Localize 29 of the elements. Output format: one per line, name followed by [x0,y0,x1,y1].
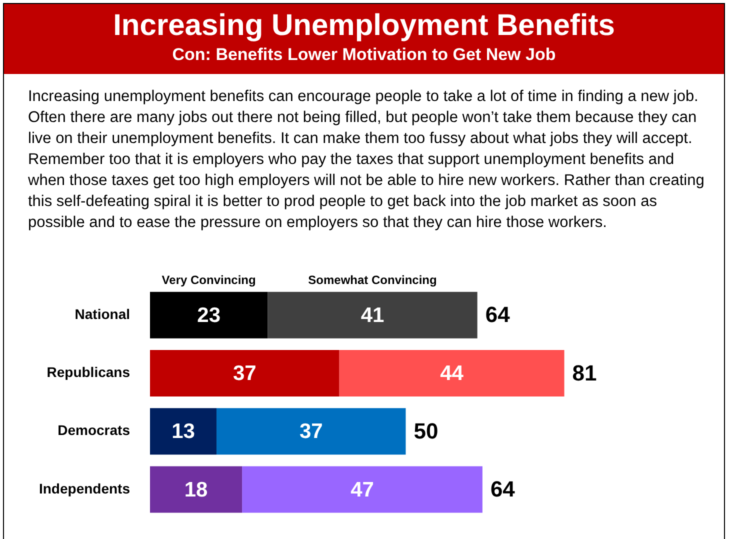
series-label: Somewhat Convincing [308,273,437,288]
bar [150,292,268,338]
chart-subtitle: Con: Benefits Lower Motivation to Get New Job [171,44,557,66]
total-label: 81 [572,360,597,386]
total-label: 50 [414,418,438,444]
data-label: 47 [350,478,374,502]
data-label: 13 [172,420,195,444]
y-tick-label: Democrats [58,422,130,438]
bar [150,408,216,455]
series-label: Very Convincing [162,273,256,288]
bar [216,408,406,455]
bar [268,292,478,338]
total-label: 64 [485,302,511,328]
data-label: 18 [184,478,208,502]
y-tick-label: National [74,306,130,322]
y-tick-label: Republicans [46,364,130,380]
data-label: 23 [197,304,220,327]
data-label: 37 [299,420,323,444]
bar [242,466,482,513]
bar [339,350,564,396]
total-label: 64 [490,476,516,502]
data-label: 37 [232,362,256,386]
y-tick-label: Independents [38,480,130,496]
bar [150,466,242,513]
bar [150,350,340,396]
text: Increasing unemployment benefits can encourage people to take a lot of time in finding a new job. Often there are many jobs out there not being filled, but people won’t take them because they can live on their unemployment benefits. It can make them too fussy about what jobs they will accept. Remember too that it is employers who pay the taxes that support unemployment benefits and when those taxes get too high employers will not be able to hire new workers. Rather than creating this self-defeating spiral it is better to prod people to get back into the job market as soon as possible and to ease the pressure on employers so that they can hire those workers. [28,87,706,233]
data-label: 41 [360,304,384,327]
chart-title: Increasing Unemployment Benefits [112,8,616,44]
data-label: 44 [440,362,464,386]
